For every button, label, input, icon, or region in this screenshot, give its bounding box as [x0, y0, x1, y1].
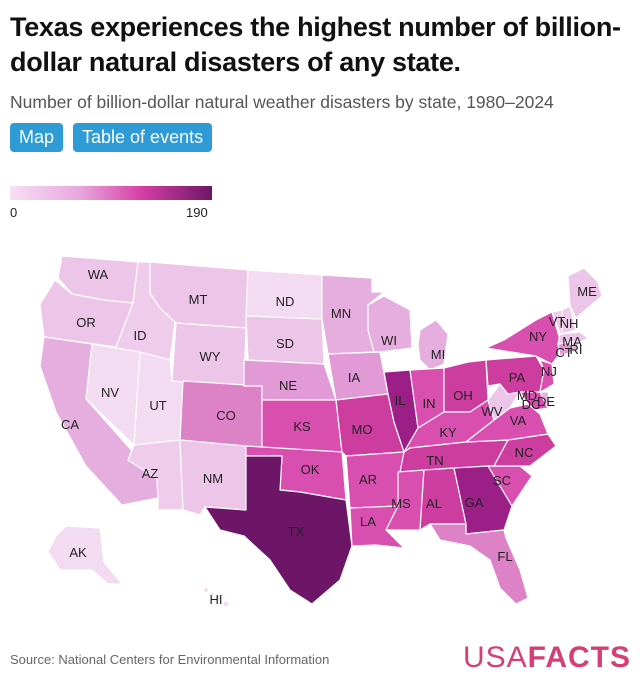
label-MI: MI	[431, 347, 445, 362]
state-MD[interactable]	[519, 391, 549, 411]
label-DC: DC	[522, 397, 541, 412]
state-NH[interactable]	[561, 305, 577, 335]
label-NE: NE	[279, 378, 297, 393]
label-IL: IL	[395, 393, 406, 408]
chart-subtitle: Number of billion-dollar natural weather…	[10, 92, 554, 112]
label-OH: OH	[453, 388, 473, 403]
label-OK: OK	[301, 462, 320, 477]
state-TX[interactable]	[204, 455, 353, 605]
label-ND: ND	[276, 294, 295, 309]
label-AR: AR	[359, 472, 377, 487]
label-NJ: NJ	[541, 364, 557, 379]
label-LA: LA	[360, 514, 376, 529]
label-IA: IA	[348, 370, 361, 385]
logo-facts-text: FACTS	[527, 641, 631, 674]
label-VT: VT	[549, 314, 566, 329]
label-NM: NM	[203, 471, 223, 486]
us-choropleth-map: WA OR CA ID NV UT AZ MT WY CO NM ND SD N…	[39, 255, 603, 608]
label-AK: AK	[69, 545, 87, 560]
logo-usa-text: USA	[462, 641, 528, 674]
label-SD: SD	[276, 336, 294, 351]
chart-title: Texas experiences the highest number of …	[10, 12, 621, 77]
view-tabs: Map Table of events	[10, 123, 213, 152]
label-CA: CA	[61, 417, 79, 432]
label-RI: RI	[570, 342, 583, 357]
label-CO: CO	[216, 408, 236, 423]
label-KS: KS	[293, 419, 311, 434]
label-HI: HI	[210, 592, 223, 607]
label-NY: NY	[529, 329, 547, 344]
label-MN: MN	[331, 306, 351, 321]
state-AK[interactable]	[47, 525, 123, 585]
label-UT: UT	[149, 398, 166, 413]
label-MS: MS	[391, 496, 411, 511]
tab-table-of-events[interactable]: Table of events	[73, 123, 213, 152]
tab-map[interactable]: Map	[10, 123, 64, 152]
label-CT: CT	[555, 345, 572, 360]
label-PA: PA	[509, 370, 526, 385]
label-NH: NH	[560, 316, 579, 331]
usafacts-logo[interactable]: USAFACTS	[463, 641, 631, 675]
state-FL[interactable]	[429, 523, 529, 605]
state-ME[interactable]	[567, 267, 603, 319]
state-HI[interactable]	[202, 586, 230, 608]
source-note: Source: National Centers for Environment…	[10, 652, 330, 667]
label-SC: SC	[493, 473, 511, 488]
legend-min-label: 0	[10, 205, 18, 220]
label-IN: IN	[423, 396, 436, 411]
state-labels: WA OR CA ID NV UT AZ MT WY CO NM ND SD N…	[61, 267, 597, 607]
state-MI[interactable]	[417, 319, 449, 371]
legend-max-label: 190	[186, 205, 208, 220]
label-MA: MA	[562, 334, 582, 349]
label-OR: OR	[76, 315, 96, 330]
label-WY: WY	[200, 349, 221, 364]
legend-color-scale	[10, 186, 212, 200]
label-WA: WA	[88, 267, 109, 282]
label-TN: TN	[426, 453, 443, 468]
label-FL: FL	[497, 549, 512, 564]
label-GA: GA	[465, 495, 484, 510]
label-NC: NC	[515, 445, 534, 460]
state-WI[interactable]	[367, 295, 413, 353]
label-AL: AL	[426, 496, 442, 511]
label-WI: WI	[381, 333, 397, 348]
label-KY: KY	[439, 425, 457, 440]
label-ID: ID	[134, 328, 147, 343]
state-MA[interactable]	[557, 331, 589, 345]
label-ME: ME	[577, 284, 597, 299]
label-MO: MO	[352, 422, 373, 437]
label-TX: TX	[288, 524, 305, 539]
label-VA: VA	[510, 413, 527, 428]
label-WV: WV	[482, 404, 503, 419]
label-NV: NV	[101, 385, 119, 400]
label-AZ: AZ	[142, 466, 159, 481]
state-DE[interactable]	[539, 391, 551, 409]
label-DE: DE	[537, 394, 555, 409]
label-MD: MD	[517, 388, 537, 403]
label-MT: MT	[189, 292, 208, 307]
